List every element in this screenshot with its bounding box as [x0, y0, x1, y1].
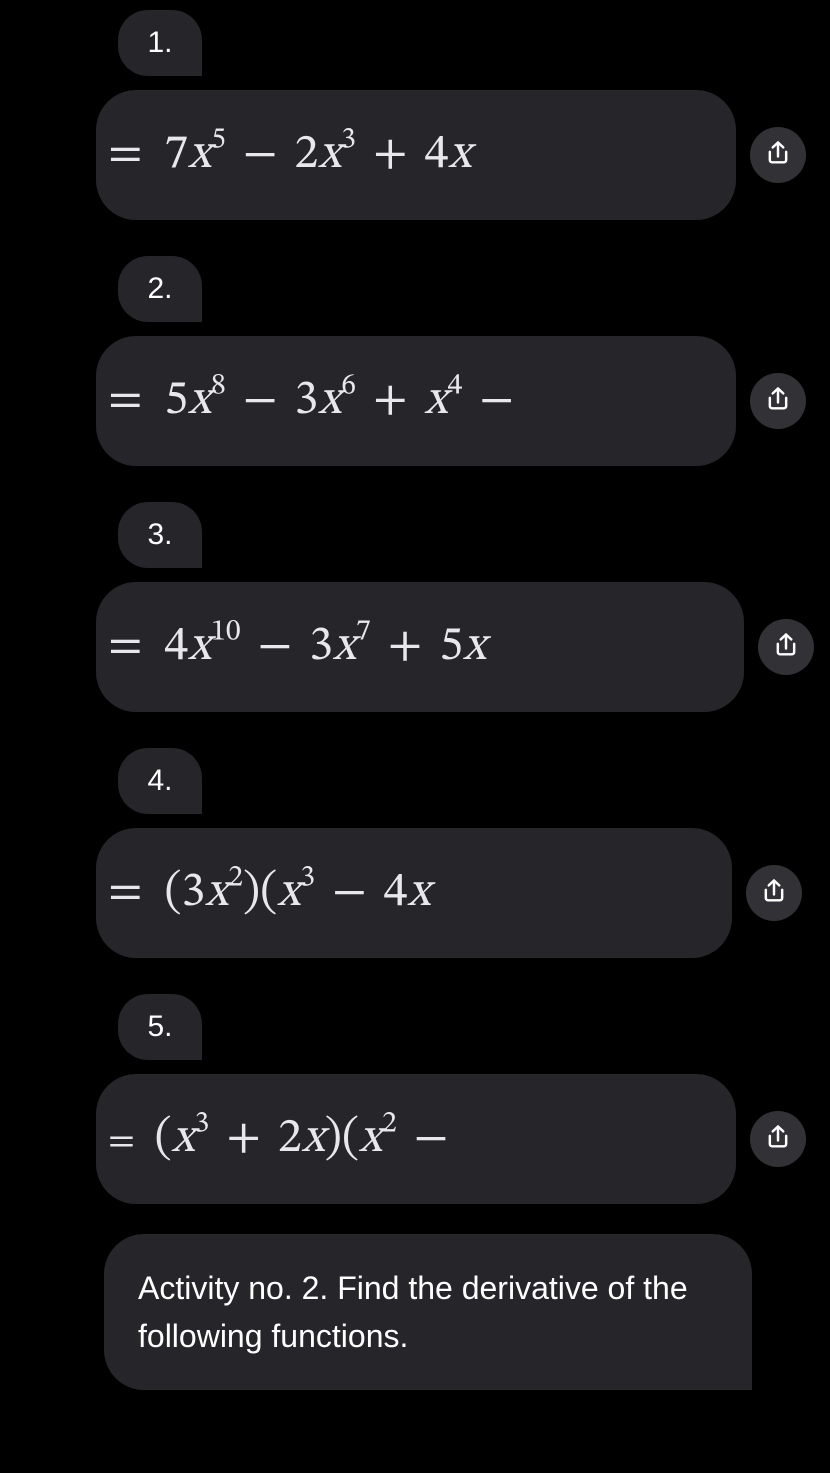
problem-number-badge: 2. [118, 256, 202, 322]
problem-row: = 4x10 − 3x7 + 5x [108, 582, 830, 712]
problem-number-badge: 1. [118, 10, 202, 76]
share-icon [764, 385, 792, 418]
equation-bubble[interactable]: = (x3 + 2x)(x2 − [96, 1074, 736, 1204]
problem-number-label: 5. [147, 1010, 172, 1044]
share-button[interactable] [750, 127, 806, 183]
share-icon [772, 631, 800, 664]
problem-number-badge: 4. [118, 748, 202, 814]
problem-row: = 5x8 − 3x6 + x4 − [108, 336, 830, 466]
equation-bubble[interactable]: = 5x8 − 3x6 + x4 − [96, 336, 736, 466]
problem-number-label: 2. [147, 272, 172, 306]
message-list: 1. = 7x5 − 2x3 + 4x 2. = 5x8 − 3x6 + x4 … [0, 0, 830, 1390]
problem-number-badge: 3. [118, 502, 202, 568]
equation-content: = (3x2)(x3 − 4x [108, 863, 430, 923]
share-icon [764, 1123, 792, 1156]
equation-bubble[interactable]: = 4x10 − 3x7 + 5x [96, 582, 744, 712]
share-button[interactable] [750, 1111, 806, 1167]
equation-bubble[interactable]: = 7x5 − 2x3 + 4x [96, 90, 736, 220]
equation-content: = 7x5 − 2x3 + 4x [108, 125, 471, 185]
problem-number-label: 1. [147, 26, 172, 60]
problem-number-label: 4. [147, 764, 172, 798]
activity-text: Activity no. 2. Find the derivative of t… [138, 1270, 688, 1354]
problem-row: = (x3 + 2x)(x2 − [108, 1074, 830, 1204]
equation-content: = 5x8 − 3x6 + x4 − [108, 371, 520, 431]
equation-bubble[interactable]: = (3x2)(x3 − 4x [96, 828, 732, 958]
share-icon [764, 139, 792, 172]
share-icon [760, 877, 788, 910]
share-button[interactable] [750, 373, 806, 429]
share-button[interactable] [746, 865, 802, 921]
equation-content: = (x3 + 2x)(x2 − [108, 1109, 454, 1169]
problem-row: = 7x5 − 2x3 + 4x [108, 90, 830, 220]
problem-number-badge: 5. [118, 994, 202, 1060]
equation-content: = 4x10 − 3x7 + 5x [108, 617, 486, 677]
activity-instruction-bubble[interactable]: Activity no. 2. Find the derivative of t… [104, 1234, 752, 1390]
problem-row: = (3x2)(x3 − 4x [108, 828, 830, 958]
problem-number-label: 3. [147, 518, 172, 552]
share-button[interactable] [758, 619, 814, 675]
